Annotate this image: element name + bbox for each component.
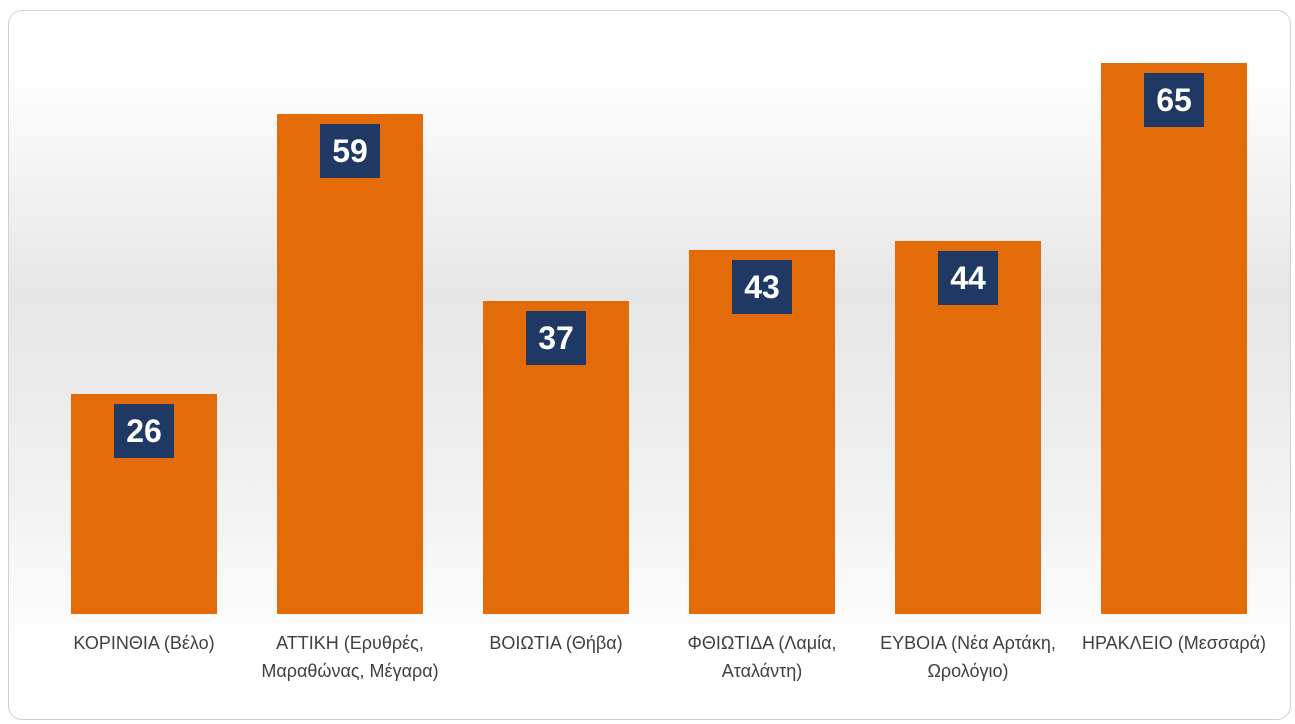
x-tick-label: ΗΡΑΚΛΕΙΟ (Μεσσαρά)	[1082, 633, 1266, 653]
x-tick-label: ΑΤΤΙΚΗ (Ερυθρές, Μαραθώνας, Μέγαρα)	[261, 633, 439, 681]
x-tick-label: ΚΟΡΙΝΘΙΑ (Βέλο)	[73, 633, 215, 653]
bar	[277, 114, 423, 614]
data-label: 37	[526, 310, 586, 365]
chart: 26 ΚΟΡΙΝΘΙΑ (Βέλο) 59 ΑΤΤΙΚΗ (Ερυθρές, Μαρα…	[8, 10, 1291, 720]
x-tick-label: ΒΟΙΩΤΙΑ (Θήβα)	[489, 633, 623, 653]
x-tick-label: ΕΥΒΟΙΑ (Νέα Αρτάκη, Ωρολόγιο)	[880, 633, 1056, 681]
x-tick-label: ΦΘΙΩΤΙΔΑ (Λαμία, Αταλάντη)	[687, 633, 837, 681]
data-label: 44	[938, 251, 998, 306]
data-label: 65	[1144, 73, 1204, 128]
bar	[1101, 63, 1247, 614]
data-label: 43	[732, 259, 792, 314]
data-label: 59	[320, 124, 380, 179]
data-label: 26	[114, 403, 174, 458]
